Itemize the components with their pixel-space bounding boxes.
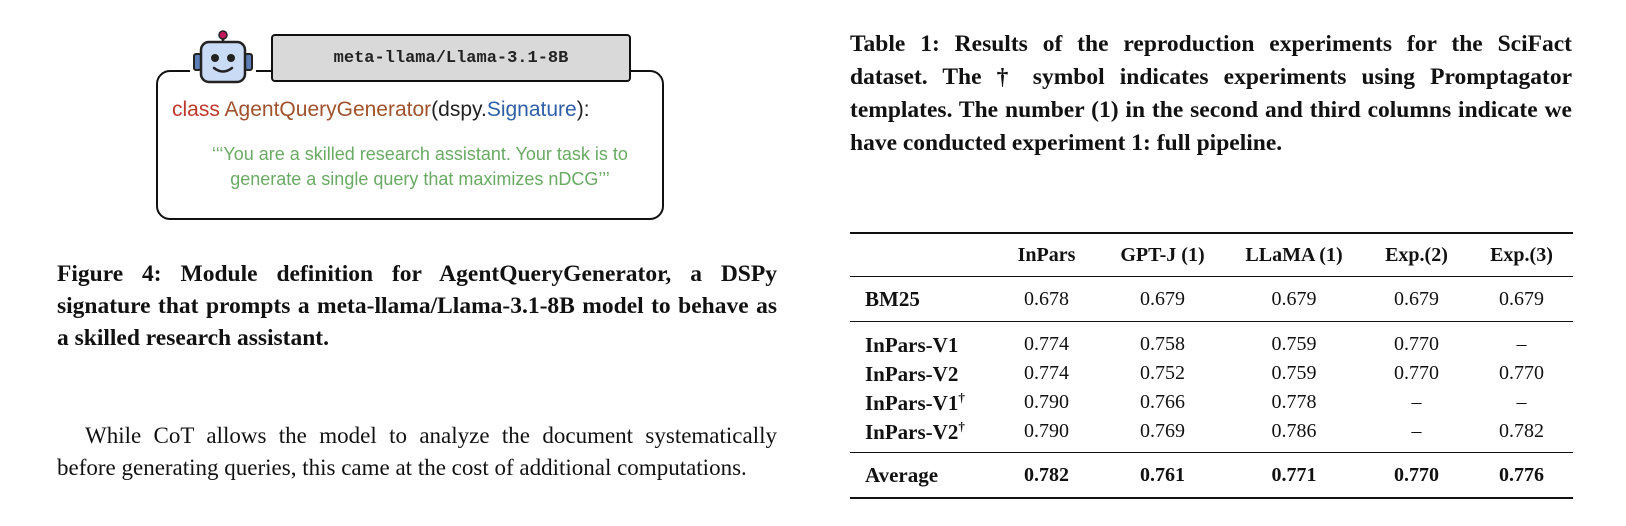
table-cell: 0.752 <box>1140 362 1185 384</box>
table-cell: 0.770 <box>1394 463 1439 486</box>
table-cell: 0.782 <box>1024 463 1069 486</box>
table-row: InPars-V1† 0.790 0.766 0.778 – – <box>850 388 1573 417</box>
row-label: InPars-V1 <box>865 332 959 357</box>
table-cell: 0.679 <box>1499 287 1544 310</box>
header-cell: InPars <box>1017 243 1076 266</box>
table-cell: 0.790 <box>1024 391 1069 413</box>
header-cell: LLaMA (1) <box>1245 243 1343 266</box>
table-cell: 0.769 <box>1140 420 1185 442</box>
table-cell: 0.678 <box>1024 287 1069 310</box>
table-cell: – <box>1516 391 1527 413</box>
table-cell: 0.782 <box>1499 420 1544 442</box>
table-cell: 0.679 <box>1140 287 1185 310</box>
row-label: Average <box>865 463 939 487</box>
table-cell: 0.758 <box>1140 333 1185 355</box>
table-cell: 0.790 <box>1024 420 1069 442</box>
row-label: InPars-V2 <box>865 361 959 386</box>
table-cell: – <box>1411 391 1422 413</box>
header-cell: Exp.(3) <box>1490 243 1553 266</box>
code-paren-close: ): <box>576 98 590 121</box>
code-paren-open: (dspy. <box>431 98 487 121</box>
table-row-average: Average 0.782 0.761 0.771 0.770 0.776 <box>850 452 1573 498</box>
signature-name: Signature <box>486 98 577 121</box>
row-label: BM25 <box>865 287 920 311</box>
model-name-tag: meta-llama/Llama-3.1-8B <box>271 34 631 82</box>
header-cell: Exp.(2) <box>1385 243 1448 266</box>
table-header-row: InPars GPT-J (1) LLaMA (1) Exp.(2) Exp.(… <box>850 233 1573 277</box>
table-cell: 0.770 <box>1394 333 1439 355</box>
table-cell: 0.786 <box>1271 420 1317 442</box>
table-row: InPars-V1 0.774 0.758 0.759 0.770 – <box>850 322 1573 360</box>
table-cell: 0.778 <box>1271 391 1317 413</box>
header-cell: GPT-J (1) <box>1120 243 1205 266</box>
table-row: InPars-V2† 0.790 0.769 0.786 – 0.782 <box>850 417 1573 453</box>
row-label: InPars-V2† <box>865 418 965 444</box>
table-row: InPars-V2 0.774 0.752 0.759 0.770 0.770 <box>850 359 1573 388</box>
body-paragraph-text: While CoT allows the model to analyze th… <box>57 423 777 480</box>
table-cell: 0.774 <box>1024 333 1069 355</box>
table-cell: 0.776 <box>1499 463 1544 486</box>
table-cell: 0.759 <box>1271 362 1317 384</box>
table-cell: 0.679 <box>1394 287 1439 310</box>
table-cell: 0.774 <box>1024 362 1069 384</box>
table-cell: – <box>1411 420 1422 442</box>
class-name: AgentQueryGenerator <box>224 98 432 121</box>
figure-caption: Figure 4: Module definition for AgentQue… <box>57 261 777 351</box>
results-table: InPars GPT-J (1) LLaMA (1) Exp.(2) Exp.(… <box>850 232 1573 499</box>
table-row: BM25 0.678 0.679 0.679 0.679 0.679 <box>850 277 1573 322</box>
class-definition-line: class AgentQueryGenerator(dspy.Signature… <box>172 98 590 122</box>
table-cell: 0.679 <box>1271 287 1317 310</box>
row-label: InPars-V1† <box>865 389 965 415</box>
table-cell: – <box>1516 333 1527 355</box>
docstring-text: ‘‘‘You are a skilled research assistant.… <box>212 144 628 189</box>
robot-icon <box>190 30 256 88</box>
table-cell: 0.766 <box>1140 391 1185 413</box>
table-cell: 0.761 <box>1140 463 1185 486</box>
table-caption: Table 1: Results of the reproduction exp… <box>850 31 1572 156</box>
header-cell <box>850 233 993 277</box>
table-cell: 0.771 <box>1271 463 1317 486</box>
table-cell: 0.770 <box>1394 362 1439 384</box>
table-cell: 0.759 <box>1271 333 1317 355</box>
table-cell: 0.770 <box>1499 362 1544 384</box>
class-keyword: class <box>172 98 220 121</box>
body-paragraph: While CoT allows the model to analyze th… <box>57 420 777 484</box>
